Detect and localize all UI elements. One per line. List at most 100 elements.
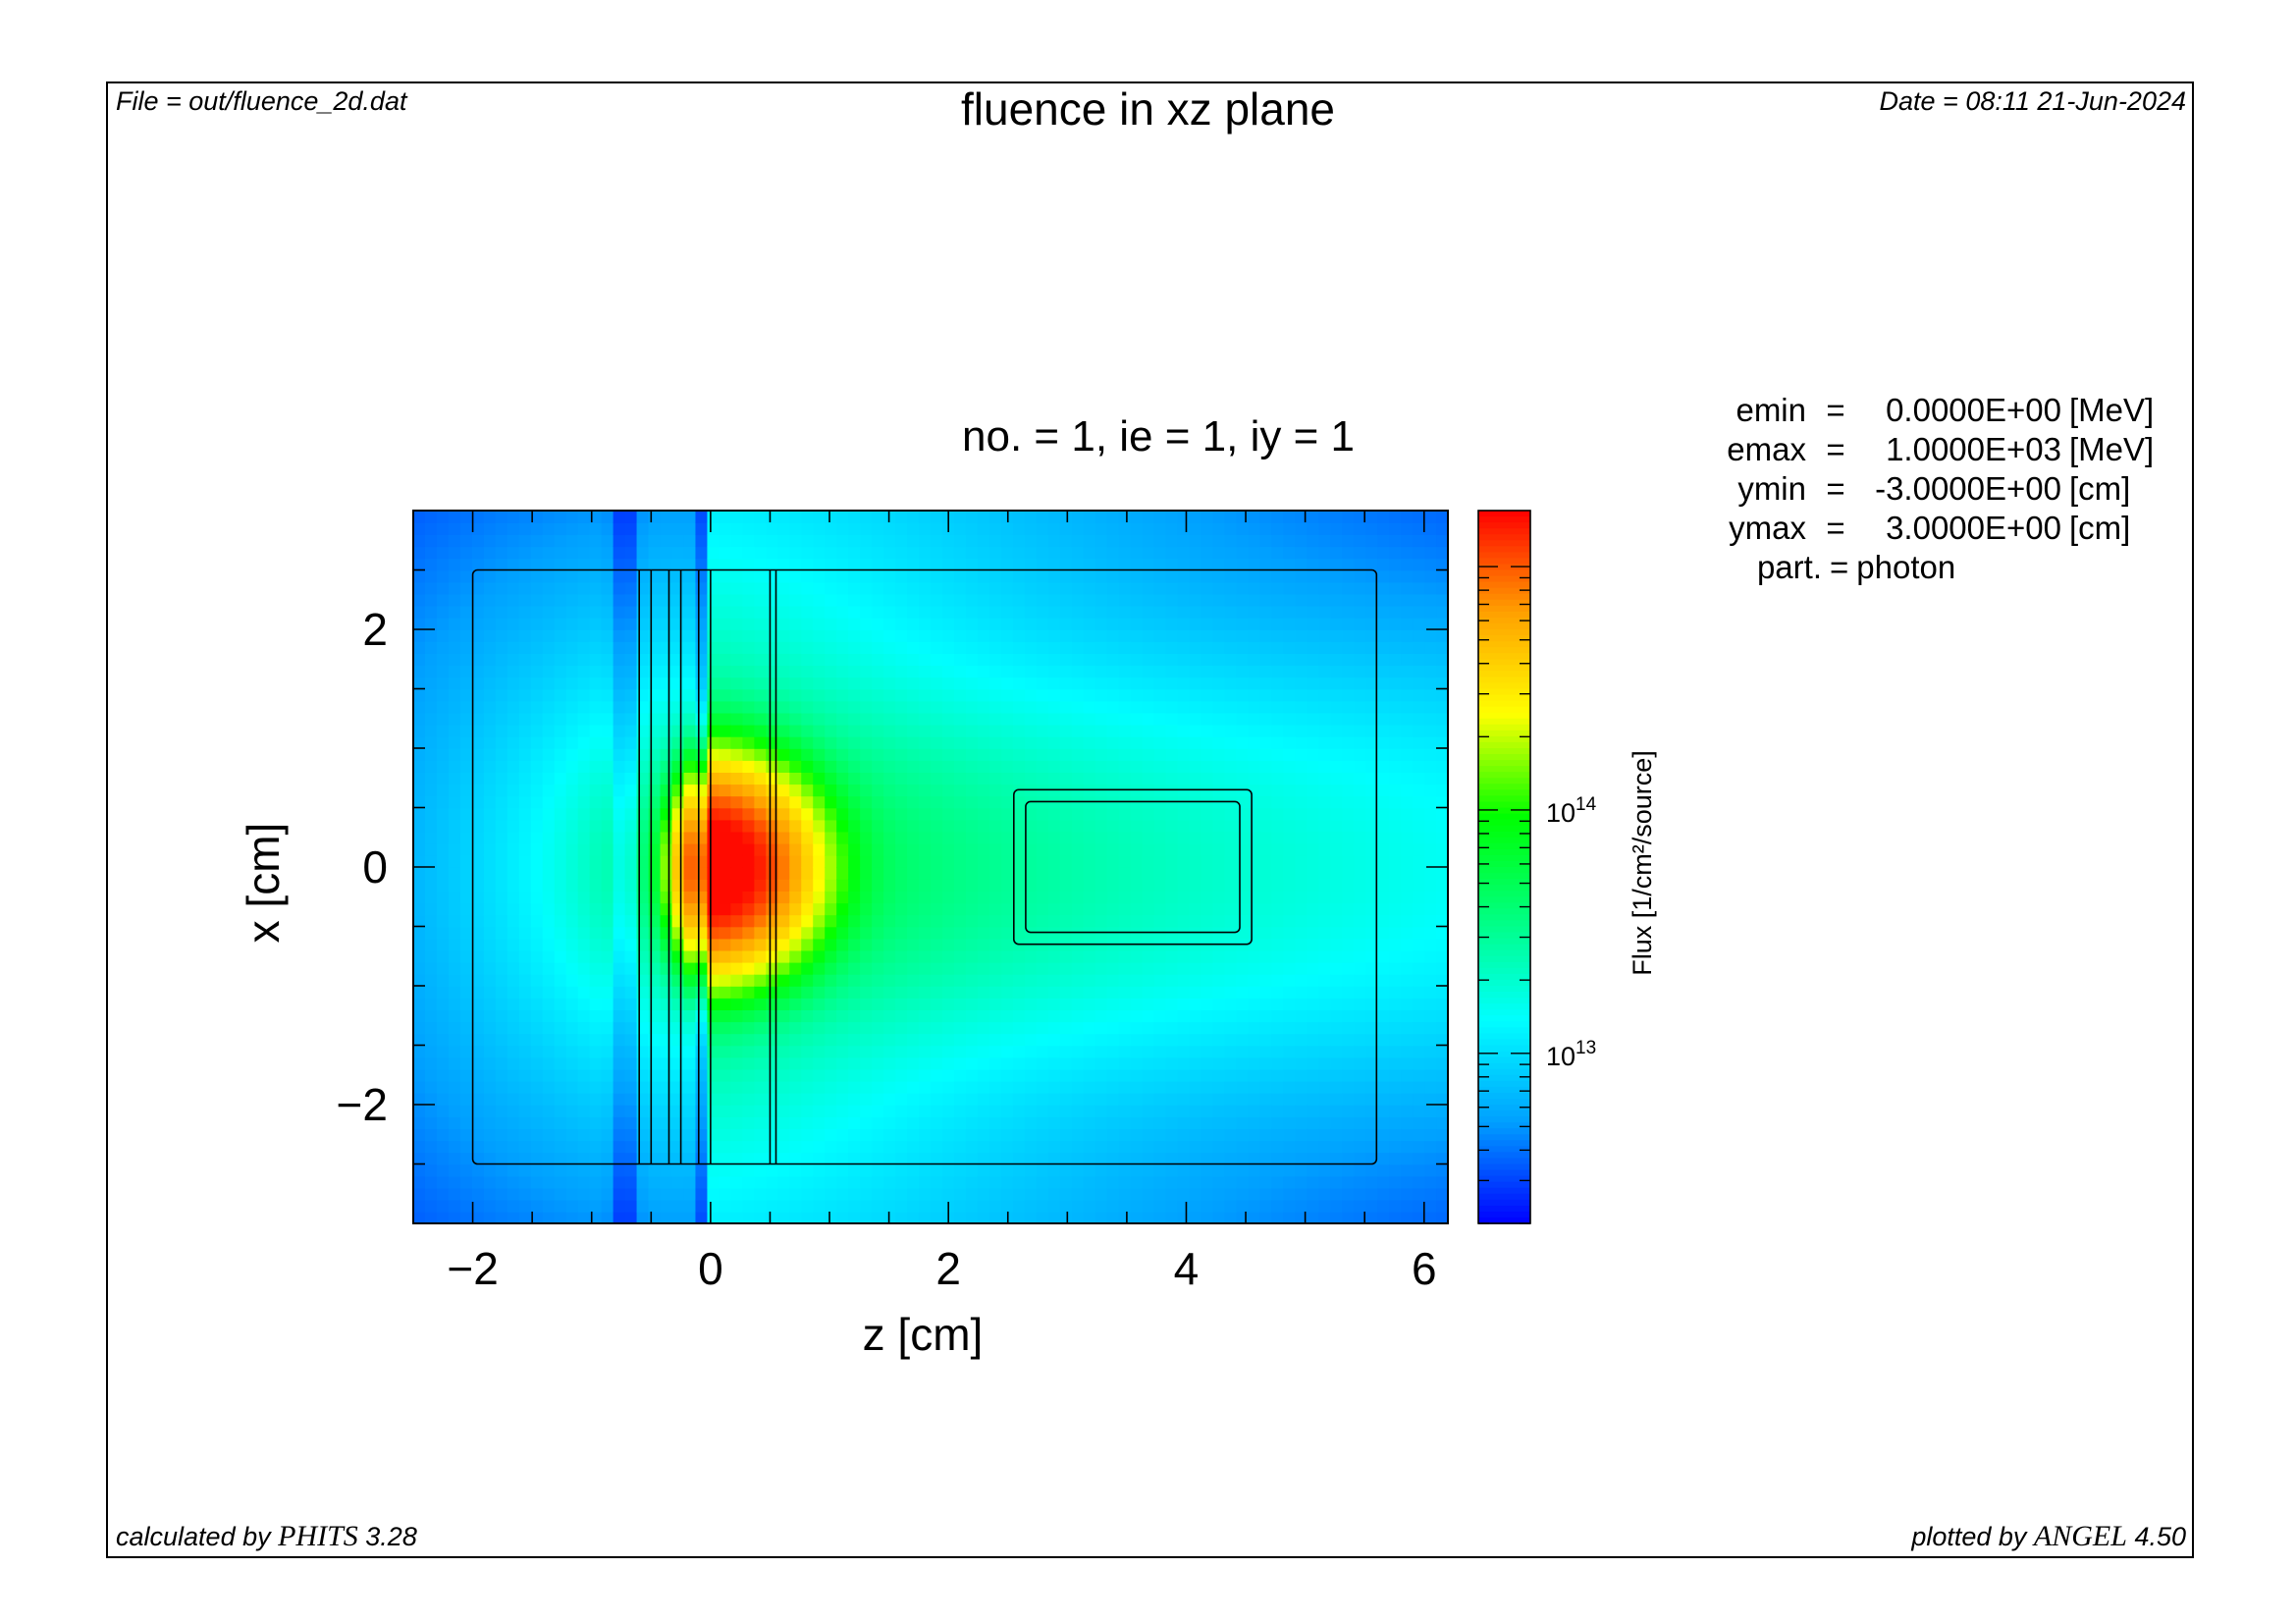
heatmap-cell	[1377, 879, 1390, 892]
heatmap-cell	[1000, 558, 1014, 571]
heatmap-cell	[730, 581, 744, 595]
heatmap-cell	[495, 1187, 508, 1201]
heatmap-cell	[1165, 1009, 1179, 1023]
heatmap-cell	[554, 938, 567, 951]
heatmap-cell	[707, 641, 721, 654]
heatmap-cell	[1142, 1080, 1155, 1094]
heatmap-cell	[542, 1080, 556, 1094]
heatmap-cell	[507, 735, 520, 749]
heatmap-cell	[1201, 700, 1214, 714]
heatmap-cell	[1118, 1116, 1132, 1129]
heatmap-cell	[1095, 1211, 1108, 1224]
heatmap-cell	[1259, 735, 1273, 749]
heatmap-cell	[1295, 1116, 1308, 1129]
heatmap-cell	[813, 949, 827, 963]
heatmap-cell	[671, 831, 685, 844]
heatmap-cell	[1024, 581, 1038, 595]
heatmap-cell	[518, 1199, 532, 1213]
heatmap-cell	[941, 795, 955, 809]
heatmap-cell	[1059, 569, 1073, 583]
heatmap-cell	[1307, 949, 1320, 963]
heatmap-cell	[413, 819, 426, 833]
heatmap-cell	[907, 546, 920, 560]
heatmap-cell	[1047, 534, 1061, 548]
heatmap-cell	[707, 772, 721, 785]
heatmap-cell	[542, 831, 556, 844]
heatmap-cell	[1365, 891, 1378, 904]
heatmap-cell	[1177, 558, 1191, 571]
heatmap-cell	[1024, 665, 1038, 678]
heatmap-cell	[648, 724, 662, 737]
heatmap-cell	[730, 891, 744, 904]
heatmap-cell	[577, 522, 591, 535]
heatmap-cell	[872, 879, 884, 892]
heatmap-cell	[1012, 641, 1026, 654]
heatmap-cell	[518, 831, 532, 844]
heatmap-cell	[1212, 581, 1226, 595]
heatmap-cell	[1106, 1105, 1120, 1117]
heatmap-cell	[1259, 665, 1273, 678]
heatmap-cell	[660, 653, 673, 667]
heatmap-cell	[1165, 1056, 1179, 1070]
heatmap-cell	[1212, 653, 1226, 667]
heatmap-cell	[931, 1033, 943, 1047]
heatmap-cell	[1236, 973, 1250, 987]
heatmap-cell	[977, 641, 990, 654]
heatmap-cell	[695, 641, 709, 654]
heatmap-cell	[1271, 1152, 1285, 1165]
heatmap-cell	[1354, 665, 1366, 678]
heatmap-cell	[813, 1152, 827, 1165]
heatmap-cell	[459, 998, 473, 1010]
heatmap-cell	[1024, 712, 1038, 726]
heatmap-cell	[436, 605, 450, 619]
heatmap-cell	[601, 629, 614, 642]
heatmap-cell	[801, 1080, 815, 1094]
heatmap-cell	[1118, 581, 1132, 595]
heatmap-cell	[660, 867, 673, 880]
heatmap-cell	[565, 772, 579, 785]
heatmap-cell	[1024, 629, 1038, 642]
heatmap-cell	[777, 641, 791, 654]
heatmap-cell	[1259, 653, 1273, 667]
heatmap-cell	[565, 784, 579, 797]
heatmap-cell	[953, 867, 967, 880]
heatmap-cell	[1059, 1163, 1073, 1177]
heatmap-cell	[941, 688, 955, 702]
heatmap-cell	[507, 629, 520, 642]
heatmap-cell	[919, 1056, 932, 1070]
heatmap-cell	[1271, 1021, 1285, 1035]
heatmap-cell	[589, 867, 603, 880]
heatmap-cell	[1259, 1211, 1273, 1224]
heatmap-cell	[1201, 1033, 1214, 1047]
heatmap-cell	[907, 629, 920, 642]
heatmap-cell	[1118, 653, 1132, 667]
heatmap-cell	[683, 1045, 697, 1058]
heatmap-cell	[965, 914, 979, 928]
heatmap-cell	[577, 735, 591, 749]
info-value: 0.0000E+00	[1886, 392, 2061, 428]
heatmap-cell	[695, 842, 709, 856]
heatmap-cell	[1153, 1033, 1167, 1047]
heatmap-cell	[542, 688, 556, 702]
heatmap-cell	[988, 1175, 1002, 1189]
heatmap-cell	[1012, 724, 1026, 737]
heatmap-cell	[1236, 617, 1250, 630]
heatmap-cell	[1165, 593, 1179, 607]
heatmap-cell	[1059, 511, 1073, 523]
heatmap-cell	[1189, 831, 1202, 844]
heatmap-cell	[413, 1021, 426, 1035]
heatmap-cell	[1212, 546, 1226, 560]
heatmap-cell	[577, 1105, 591, 1117]
heatmap-cell	[1248, 641, 1261, 654]
heatmap-cell	[1248, 534, 1261, 548]
heatmap-cell	[448, 902, 461, 916]
heatmap-cell	[530, 617, 544, 630]
heatmap-cell	[953, 986, 967, 999]
heatmap-cell	[1071, 676, 1085, 690]
heatmap-cell	[648, 1068, 662, 1082]
heatmap-cell	[518, 891, 532, 904]
heatmap-cell	[483, 998, 497, 1010]
heatmap-cell	[530, 961, 544, 975]
heatmap-cell	[754, 522, 768, 535]
heatmap-cell	[1153, 629, 1167, 642]
